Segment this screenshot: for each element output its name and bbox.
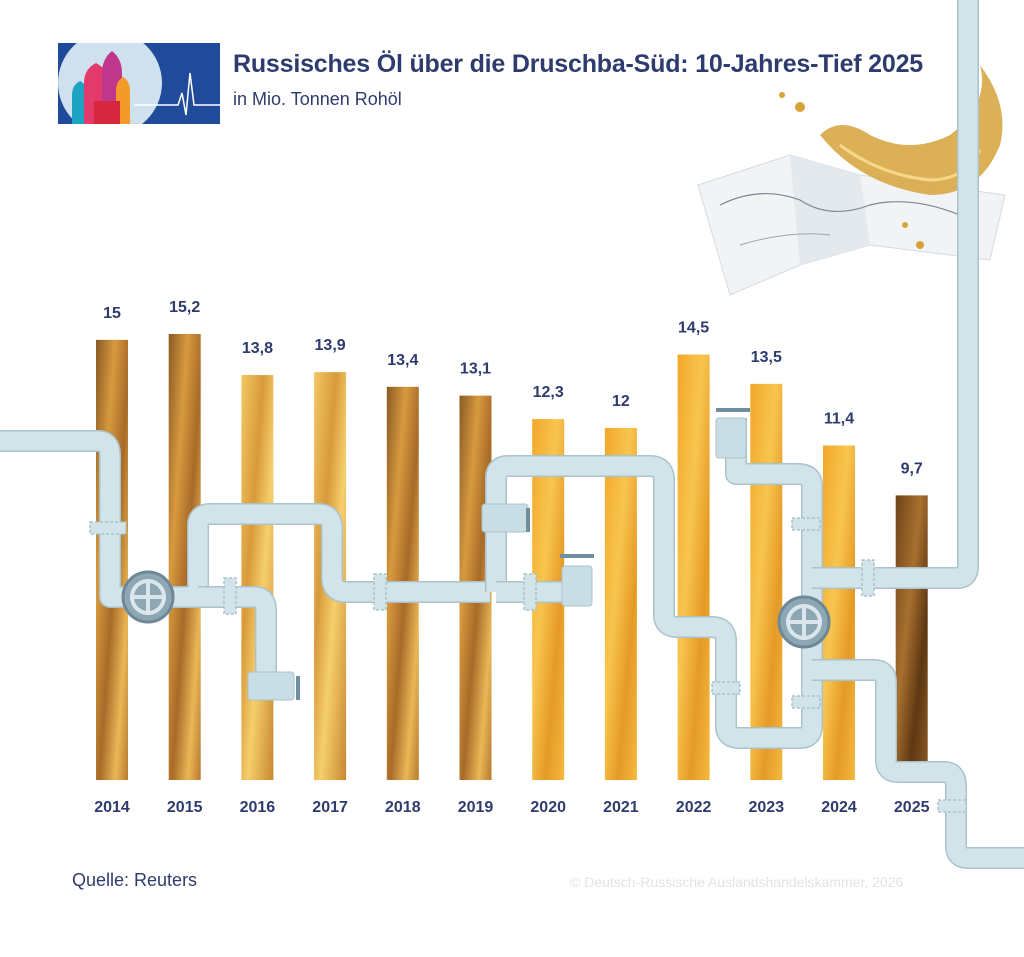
x-tick-2020: 2020 bbox=[530, 799, 566, 816]
x-tick-2014: 2014 bbox=[94, 799, 130, 816]
pipe-flange bbox=[373, 573, 387, 611]
pipe-segment bbox=[812, 0, 978, 588]
pipe-flange bbox=[791, 517, 821, 531]
pipe-flange bbox=[223, 577, 237, 615]
copyright-note: © Deutsch-Russische Auslandshandelskamme… bbox=[570, 874, 904, 890]
x-tick-2021: 2021 bbox=[603, 799, 639, 816]
value-label-2016: 13,8 bbox=[242, 340, 273, 357]
pipe-flange bbox=[523, 573, 537, 611]
x-tick-2015: 2015 bbox=[167, 799, 203, 816]
bar-2023 bbox=[750, 383, 783, 780]
valve-wheel-spokes bbox=[786, 604, 822, 640]
value-label-2018: 13,4 bbox=[387, 352, 418, 369]
pipe-segment bbox=[148, 504, 490, 607]
value-label-2014: 15 bbox=[103, 305, 121, 322]
value-label-2015: 15,2 bbox=[169, 299, 200, 316]
pipe-flange bbox=[937, 799, 967, 813]
value-label-2021: 12 bbox=[612, 393, 630, 410]
heartbeat-icon bbox=[134, 72, 220, 116]
x-axis-tick-labels: 2014 2015 2016 2017 2018 2019 2020 2021 2022 2023… bbox=[94, 799, 929, 816]
value-label-2023: 13,5 bbox=[751, 349, 782, 366]
pipe-flange bbox=[89, 521, 127, 535]
logo bbox=[58, 43, 220, 124]
value-label-2020: 12,3 bbox=[533, 384, 564, 401]
value-label-2019: 13,1 bbox=[460, 361, 491, 378]
x-tick-2022: 2022 bbox=[676, 799, 712, 816]
x-tick-2016: 2016 bbox=[240, 799, 276, 816]
value-label-2024: 11,4 bbox=[824, 411, 854, 428]
value-label-2017: 13,9 bbox=[315, 337, 346, 354]
valve-handle bbox=[560, 554, 594, 558]
pipe-segment bbox=[812, 660, 1024, 868]
bar-2025 bbox=[895, 495, 928, 780]
pipe-segment bbox=[0, 431, 148, 607]
bar-2022 bbox=[677, 354, 710, 780]
pipe-valve-icon bbox=[715, 417, 747, 459]
valve-handle bbox=[716, 408, 750, 412]
pipe-valve-icon bbox=[561, 565, 593, 607]
pipe-valve-icon bbox=[481, 503, 529, 533]
value-label-2022: 14,5 bbox=[678, 320, 709, 337]
bar-2021 bbox=[604, 427, 637, 780]
source-note: Quelle: Reuters bbox=[72, 870, 198, 890]
pipe-flange bbox=[861, 559, 875, 597]
pipe-segment bbox=[198, 587, 276, 690]
bar-2016 bbox=[241, 375, 274, 780]
oil-splash-map-illustration bbox=[697, 65, 1006, 296]
valve-handle bbox=[296, 676, 300, 700]
pipe-segment bbox=[486, 418, 822, 748]
pipe-flange bbox=[791, 695, 821, 709]
x-tick-2024: 2024 bbox=[821, 799, 857, 816]
valve-wheel-spokes bbox=[130, 579, 166, 615]
chart-subtitle: in Mio. Tonnen Rohöl bbox=[233, 89, 402, 109]
x-tick-2025: 2025 bbox=[894, 799, 930, 816]
chart-title: Russisches Öl über die Druschba-Süd: 10-… bbox=[233, 50, 923, 78]
x-tick-2019: 2019 bbox=[458, 799, 494, 816]
pipeline-decoration bbox=[0, 0, 1024, 869]
valve-handle bbox=[526, 508, 530, 532]
x-tick-2018: 2018 bbox=[385, 799, 421, 816]
value-labels: 15 15,2 13,8 13,9 13,4 13,1 12,3 12 14,5 13,5 11,4… bbox=[103, 299, 923, 477]
x-tick-2023: 2023 bbox=[749, 799, 785, 816]
x-tick-2017: 2017 bbox=[312, 799, 348, 816]
value-label-2025: 9,7 bbox=[901, 460, 923, 477]
pipe-flange bbox=[711, 681, 741, 695]
cathedral-icon bbox=[72, 51, 130, 124]
pipe-valve-icon bbox=[247, 671, 295, 701]
